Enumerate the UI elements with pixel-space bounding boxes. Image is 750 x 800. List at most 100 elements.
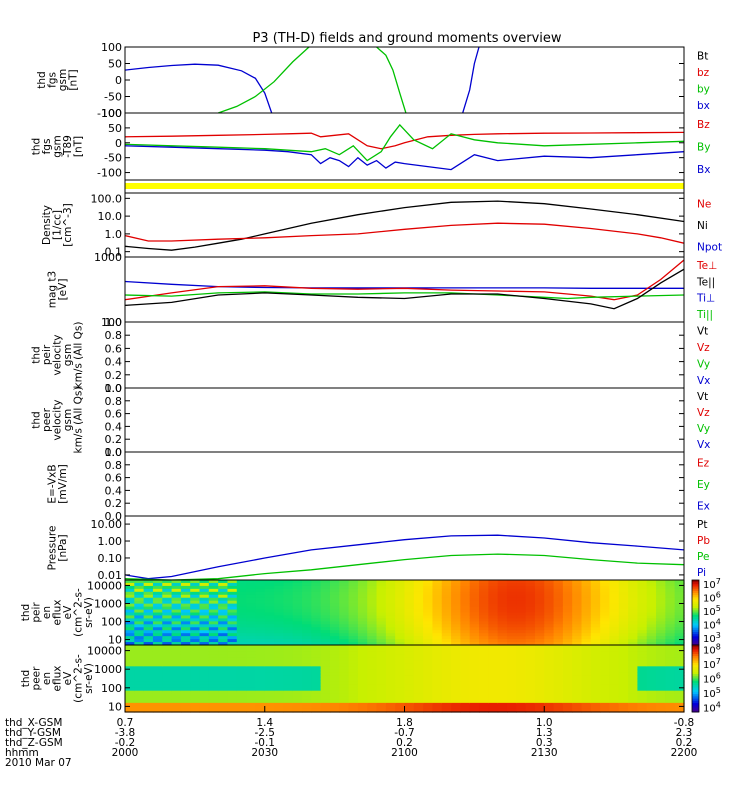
heatmap-cell (329, 708, 340, 713)
heatmap-cell (152, 657, 163, 661)
series-line-Ni (125, 200, 684, 251)
heatmap-cell (432, 693, 443, 698)
heatmap-cell (600, 684, 611, 689)
heatmap-cell (339, 642, 350, 646)
heatmap-cell (264, 669, 275, 674)
heatmap-cell (264, 624, 275, 628)
heatmap-cell (208, 675, 219, 680)
heatmap-cell (236, 675, 247, 680)
heatmap-cell (656, 618, 666, 622)
heatmap-cell (246, 639, 257, 643)
heatmap-cell (609, 612, 620, 617)
heatmap-cell (274, 669, 284, 674)
heatmap-cell (609, 618, 620, 622)
heatmap-cell (413, 693, 424, 698)
heatmap-cell (329, 612, 340, 617)
heatmap-cell (637, 580, 648, 584)
heatmap-cell (516, 615, 527, 619)
heatmap-cell (320, 699, 331, 704)
heatmap-cell (469, 690, 480, 695)
heatmap-cell (329, 615, 340, 619)
heatmap-cell (646, 699, 657, 704)
heatmap-cell (404, 636, 415, 640)
heatmap-cell (302, 660, 312, 664)
heatmap-cell (218, 600, 229, 605)
heatmap-cell (302, 684, 312, 689)
heatmap-cell (525, 654, 536, 658)
heatmap-cell (562, 702, 573, 707)
colorbar-tick-label: 106 (703, 591, 721, 605)
heatmap-cell (376, 580, 387, 584)
heatmap-cell (656, 580, 666, 584)
heatmap-cell (562, 663, 573, 667)
heatmap-cell (534, 627, 545, 631)
heatmap-cell (413, 627, 424, 631)
heatmap-cell (162, 630, 173, 634)
heatmap-cell (180, 606, 191, 611)
heatmap-cell (572, 675, 583, 680)
heatmap-cell (255, 582, 266, 587)
heatmap-cell (479, 639, 489, 643)
heatmap-cell (665, 594, 676, 599)
heatmap-cell (609, 657, 620, 661)
heatmap-cell (171, 696, 182, 701)
heatmap-cell (348, 612, 359, 617)
heatmap-cell (329, 594, 340, 599)
heatmap-cell (674, 621, 685, 625)
heatmap-cell (395, 687, 406, 692)
heatmap-cell (600, 618, 611, 622)
heatmap-cell (190, 684, 201, 689)
heatmap-cell (544, 624, 555, 628)
heatmap-cell (274, 585, 284, 590)
heatmap-cell (367, 648, 378, 652)
heatmap-cell (329, 681, 340, 686)
y-tick-label: 0.0 (105, 510, 123, 523)
y-tick-label: 1.0 (105, 228, 123, 241)
heatmap-cell (572, 600, 583, 605)
heatmap-cell (562, 603, 573, 608)
heatmap-cell (190, 654, 201, 658)
heatmap-cell (609, 684, 620, 689)
heatmap-cell (339, 618, 350, 622)
heatmap-cell (534, 663, 545, 667)
heatmap-cell (525, 669, 536, 674)
legend-entry: Bx (697, 164, 710, 176)
heatmap-cell (218, 705, 229, 710)
heatmap-cell (302, 642, 312, 646)
heatmap-cell (562, 633, 573, 637)
heatmap-cell (469, 597, 480, 602)
heatmap-cell (572, 603, 583, 608)
y-tick-label: 0.6 (105, 342, 123, 355)
heatmap-cell (320, 603, 331, 608)
heatmap-cell (311, 609, 322, 614)
heatmap-cell (283, 654, 294, 658)
heatmap-cell (544, 621, 555, 625)
heatmap-cell (488, 696, 499, 701)
heatmap-cell (302, 675, 312, 680)
heatmap-cell (292, 666, 303, 670)
heatmap-cell (125, 675, 135, 680)
heatmap-cell (395, 678, 406, 683)
colorbar-cell (692, 709, 699, 713)
panel-y-label: Density[1/cc][cm^-3] (41, 203, 74, 246)
heatmap-cell (367, 705, 378, 710)
heatmap-cell (628, 693, 639, 698)
heatmap-cell (125, 693, 135, 698)
heatmap-cell (497, 600, 508, 605)
heatmap-cell (656, 666, 666, 670)
heatmap-cell (292, 708, 303, 713)
heatmap-cell (302, 705, 312, 710)
heatmap-cell (348, 630, 359, 634)
heatmap-cell (134, 603, 145, 608)
colorbar-cell (692, 603, 699, 607)
heatmap-cell (609, 696, 620, 701)
heatmap-cell (292, 654, 303, 658)
heatmap-cell (302, 654, 312, 658)
heatmap-cell (357, 597, 368, 602)
heatmap-cell (553, 630, 564, 634)
y-tick-label: 1.0 (105, 382, 123, 395)
heatmap-cell (628, 687, 639, 692)
heatmap-cell (292, 645, 303, 649)
heatmap-cell (646, 627, 657, 631)
heatmap-cell (618, 702, 629, 707)
